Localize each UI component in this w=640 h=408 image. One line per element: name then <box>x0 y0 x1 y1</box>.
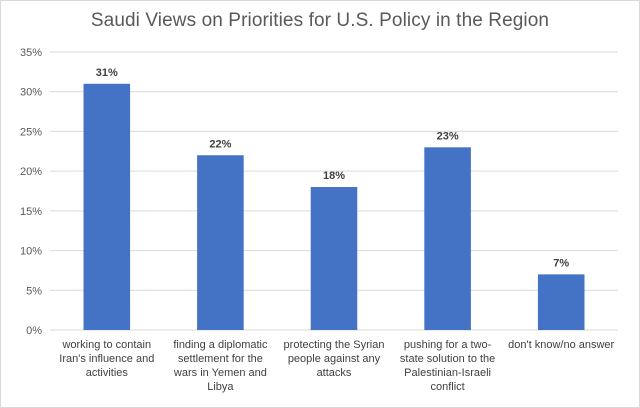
y-tick-label: 20% <box>20 166 42 178</box>
data-label: 31% <box>96 67 118 79</box>
y-tick-label: 25% <box>20 126 42 138</box>
data-label: 18% <box>323 170 345 182</box>
y-tick-label: 0% <box>26 325 42 337</box>
bars <box>83 83 585 331</box>
category-label: working to contain Iran's influence and ac… <box>59 339 154 379</box>
bar <box>83 83 131 331</box>
data-labels: 31% 22% 18% 23% 7% <box>96 67 570 270</box>
y-tick-label: 10% <box>20 246 42 258</box>
bar <box>537 274 585 330</box>
bar <box>310 187 358 330</box>
y-axis-tick-labels: 0% 5% 10% 15% 20% 25% 30% 35% <box>20 47 42 337</box>
category-labels: working to contain Iran's influence and ac… <box>59 339 614 393</box>
category-label: finding a diplomatic settlement for the wa… <box>173 339 268 393</box>
bar <box>424 147 471 330</box>
y-tick-label: 35% <box>20 47 42 59</box>
bar <box>197 155 244 330</box>
y-tick-label: 30% <box>20 87 42 99</box>
data-label: 7% <box>553 257 569 269</box>
y-tick-label: 5% <box>26 285 42 297</box>
category-label: pushing for a two-state solution to the P… <box>400 339 495 393</box>
category-label: don't know/no answer <box>508 339 614 351</box>
data-label: 23% <box>437 130 459 142</box>
category-label: protecting the Syrian people against any a… <box>284 339 385 379</box>
data-label: 22% <box>209 138 231 150</box>
y-tick-label: 15% <box>20 206 42 218</box>
chart-title: Saudi Views on Priorities for U.S. Polic… <box>90 10 550 31</box>
